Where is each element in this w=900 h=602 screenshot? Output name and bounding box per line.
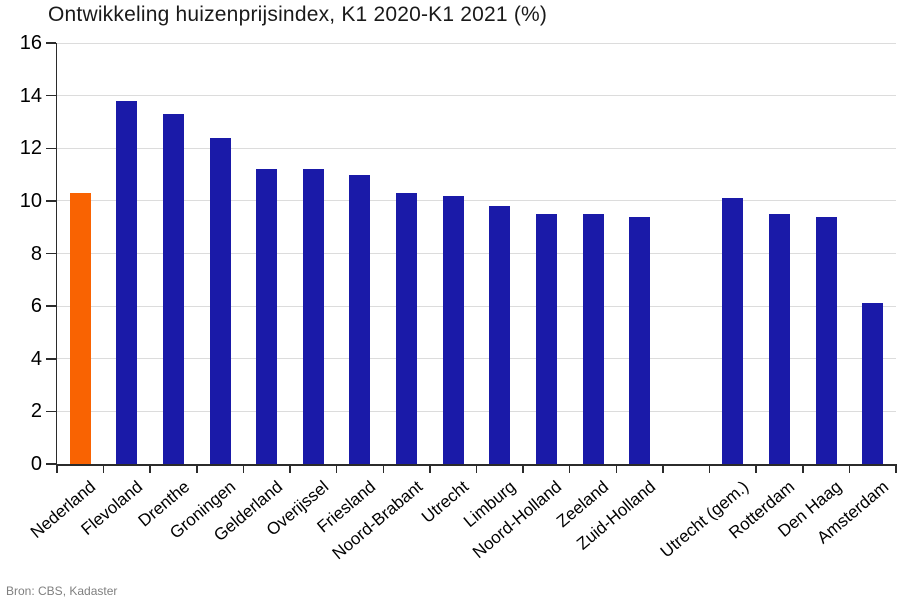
x-tick-6 (335, 464, 338, 473)
x-tick-16 (802, 464, 804, 473)
bar-noord-brabant (396, 192, 418, 465)
y-tick-16 (46, 42, 56, 44)
x-tick-14 (708, 464, 711, 473)
y-tick-label-12: 12 (19, 137, 42, 160)
bar-amsterdam (862, 303, 884, 465)
y-tick-label-2: 2 (30, 400, 42, 423)
x-tick-5 (289, 464, 291, 473)
gridline-14 (57, 95, 896, 97)
x-axis-line (55, 464, 897, 466)
bar-rotterdam (768, 214, 790, 465)
y-tick-label-14: 14 (19, 84, 42, 107)
x-tick-9 (475, 464, 478, 473)
source-note: Bron: CBS, Kadaster (6, 584, 118, 598)
gridline-12 (57, 147, 896, 149)
bar-drenthe (163, 114, 185, 465)
y-tick-14 (46, 94, 56, 97)
x-tick-13 (662, 464, 664, 473)
x-tick-17 (848, 464, 851, 473)
gridline-8 (57, 253, 896, 254)
y-tick-label-0: 0 (30, 453, 42, 475)
y-tick-label-6: 6 (30, 295, 42, 318)
x-tick-18 (895, 464, 897, 473)
x-tick-0 (56, 464, 58, 473)
y-tick-label-16: 16 (19, 32, 42, 54)
x-tick-12 (615, 464, 618, 473)
gridline-16 (57, 42, 896, 44)
y-tick-8 (46, 252, 56, 255)
y-axis-line (55, 43, 57, 466)
bar-limburg (489, 206, 511, 465)
bar-utrecht (442, 195, 464, 465)
bar-friesland (349, 174, 371, 465)
y-tick-6 (46, 305, 56, 307)
gridline-6 (57, 305, 896, 307)
gridline-2 (57, 410, 896, 412)
y-tick-2 (46, 410, 56, 413)
x-tick-4 (242, 464, 245, 473)
bar-flevoland (116, 100, 138, 465)
bar-utrecht-gem (722, 198, 744, 465)
bar-noord-holland (535, 214, 557, 465)
y-tick-4 (46, 358, 56, 360)
y-tick-label-4: 4 (30, 347, 42, 370)
bar-gelderland (256, 169, 278, 465)
y-tick-10 (46, 200, 56, 202)
y-tick-0 (46, 463, 56, 465)
x-tick-11 (568, 464, 571, 473)
x-tick-10 (522, 464, 524, 473)
bar-zuid-holland (629, 216, 651, 465)
bar-groningen (209, 137, 231, 465)
x-tick-1 (102, 464, 105, 473)
bar-nederland (69, 192, 91, 465)
x-tick-8 (429, 464, 431, 473)
bar-den-haag (815, 216, 837, 465)
y-tick-12 (46, 147, 56, 149)
bar-zeeland (582, 214, 604, 465)
x-tick-7 (382, 464, 385, 473)
x-tick-15 (755, 464, 757, 473)
chart-title: Ontwikkeling huizenprijsindex, K1 2020-K… (48, 3, 548, 26)
y-tick-label-8: 8 (30, 242, 42, 265)
gridline-10 (57, 200, 896, 202)
y-tick-label-10: 10 (19, 189, 42, 212)
gridline-4 (57, 358, 896, 360)
x-tick-3 (196, 464, 198, 473)
bar-overijssel (302, 169, 324, 465)
x-tick-2 (149, 464, 151, 473)
